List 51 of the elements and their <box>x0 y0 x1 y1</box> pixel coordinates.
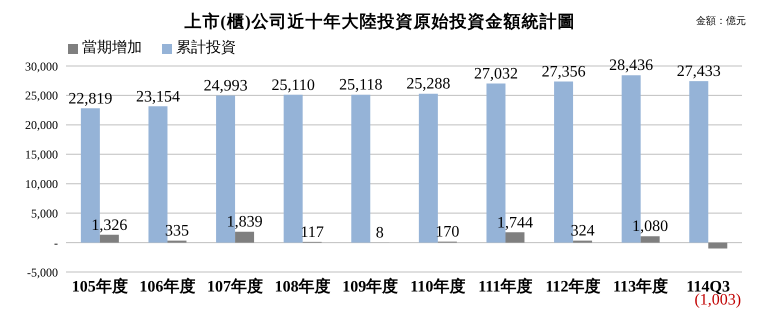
data-label: 25,118 <box>339 76 382 94</box>
data-label: 8 <box>376 224 384 242</box>
data-label: 117 <box>300 224 324 241</box>
data-label: 1,326 <box>91 216 128 234</box>
bar <box>100 234 119 243</box>
bar <box>418 94 438 243</box>
data-label: 25,110 <box>271 76 315 94</box>
x-tick-label: 110年度 <box>410 276 466 296</box>
data-label: 27,433 <box>676 63 721 80</box>
data-label: 1,080 <box>632 218 668 236</box>
x-tick-label: 108年度 <box>274 276 331 296</box>
data-label: 24,993 <box>204 77 248 94</box>
x-tick-label: 105年度 <box>72 276 128 296</box>
data-label: 27,032 <box>474 65 518 82</box>
x-tick-label: 114Q3 <box>686 278 730 296</box>
data-label: 335 <box>164 222 189 240</box>
data-label: 22,819 <box>68 90 112 108</box>
text: 金額：億元 <box>696 14 746 28</box>
chart-title: 上市(櫃)公司近十年大陸投資原始投資金額統計圖 <box>184 12 576 31</box>
x-tick-label: 107年度 <box>207 276 263 296</box>
bar <box>689 81 708 243</box>
data-label: 28,436 <box>609 57 654 74</box>
data-label: 324 <box>570 222 595 240</box>
y-tick-label: 20,000 <box>25 118 58 132</box>
y-tick-label: 25,000 <box>25 88 58 103</box>
data-label: 23,154 <box>136 88 180 106</box>
data-label: 1,744 <box>496 214 533 232</box>
x-tick-label: 113年度 <box>613 276 668 296</box>
bar <box>505 232 524 243</box>
y-tick-label: 30,000 <box>25 59 58 74</box>
x-tick-label: 112年度 <box>545 276 601 296</box>
y-tick-label: 15,000 <box>25 148 58 162</box>
bar <box>235 232 254 243</box>
y-tick-label: 5,000 <box>31 206 58 220</box>
legend-label: 累計投資 <box>176 40 236 56</box>
bar <box>640 236 660 243</box>
y-tick-label: 10,000 <box>25 176 58 191</box>
bar <box>148 106 168 243</box>
y-tick-label: -5,000 <box>27 265 58 280</box>
x-tick-label: 109年度 <box>342 276 398 296</box>
bar <box>284 94 303 243</box>
bar <box>351 94 370 243</box>
data-label: 1,839 <box>226 214 263 231</box>
data-label: 170 <box>435 224 460 241</box>
data-label: 25,288 <box>406 76 450 93</box>
bar <box>708 242 728 248</box>
y-tick-label: - <box>54 236 58 250</box>
x-tick-label: 106年度 <box>139 276 196 296</box>
data-label: 27,356 <box>542 64 586 81</box>
x-tick-label: 111年度 <box>478 276 533 296</box>
legend-label: 當期增加 <box>82 40 142 56</box>
